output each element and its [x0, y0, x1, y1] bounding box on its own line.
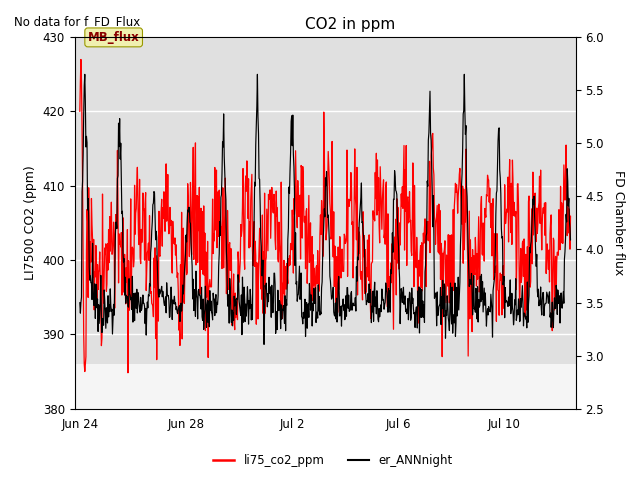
Y-axis label: LI7500 CO2 (ppm): LI7500 CO2 (ppm)	[24, 166, 37, 280]
Y-axis label: FD Chamber flux: FD Chamber flux	[612, 170, 625, 276]
Title: CO2 in ppm: CO2 in ppm	[305, 17, 396, 32]
Legend: li75_co2_ppm, er_ANNnight: li75_co2_ppm, er_ANNnight	[208, 449, 458, 472]
Text: No data for f_FD_Flux: No data for f_FD_Flux	[14, 15, 141, 28]
Bar	[74, 37, 576, 364]
Text: MB_flux: MB_flux	[88, 31, 140, 44]
